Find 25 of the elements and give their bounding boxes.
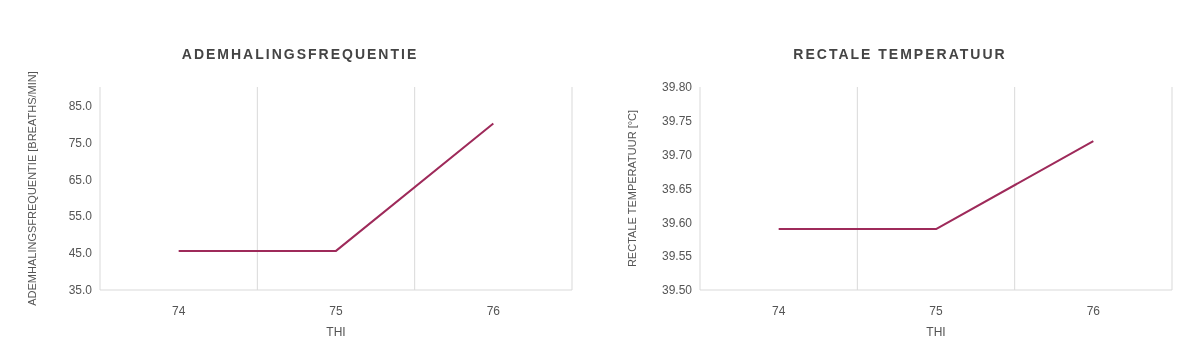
x-axis-title: THI bbox=[926, 325, 946, 339]
y-tick-label: 39.65 bbox=[661, 181, 693, 196]
x-tick-label: 75 bbox=[929, 303, 943, 318]
y-tick-label: 39.55 bbox=[661, 249, 693, 264]
y-axis-title: RECTALE TEMPERATUUR [°C] bbox=[625, 109, 638, 268]
x-tick-label: 74 bbox=[171, 303, 186, 318]
y-tick-label: 45.0 bbox=[68, 246, 93, 261]
x-tick-label: 76 bbox=[1086, 303, 1101, 318]
y-tick-label: 85.0 bbox=[68, 98, 93, 113]
x-tick-label: 76 bbox=[486, 303, 501, 318]
y-tick-label: 35.0 bbox=[68, 283, 93, 298]
y-tick-label: 39.50 bbox=[661, 283, 693, 298]
y-tick-label: 55.0 bbox=[68, 209, 93, 224]
chart-title: RECTALE TEMPERATUUR bbox=[792, 46, 1008, 64]
y-tick-label: 39.60 bbox=[661, 215, 693, 230]
chart-title: ADEMHALINGSFREQUENTIE bbox=[180, 46, 420, 64]
y-tick-label: 65.0 bbox=[68, 172, 93, 187]
x-tick-label: 74 bbox=[771, 303, 786, 318]
y-tick-label: 75.0 bbox=[68, 135, 93, 150]
x-axis-title: THI bbox=[326, 325, 346, 339]
x-tick-label: 75 bbox=[329, 303, 343, 318]
y-tick-label: 39.70 bbox=[661, 147, 693, 162]
y-tick-label: 39.75 bbox=[661, 114, 693, 129]
y-axis-title: ADEMHALINGSFREQUENTIE [BREATHS/MIN] bbox=[25, 71, 38, 306]
y-tick-label: 39.80 bbox=[661, 80, 693, 95]
